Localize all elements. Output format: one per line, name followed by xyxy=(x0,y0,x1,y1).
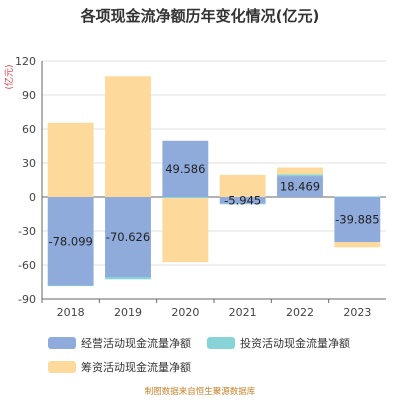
bar-2023-series-0 xyxy=(334,197,381,243)
legend-swatch xyxy=(48,337,76,349)
y-tick-label: 90 xyxy=(22,89,36,102)
bar-2020-series-1 xyxy=(162,197,209,199)
bar-2021-series-0 xyxy=(219,197,266,204)
legend-swatch xyxy=(48,361,76,373)
bar-2018-series-0 xyxy=(47,197,94,286)
bar-2022-series-1 xyxy=(277,174,323,177)
y-tick-label: 30 xyxy=(22,157,36,170)
grid-lines xyxy=(42,60,386,300)
bar-2019-series-0 xyxy=(105,197,151,278)
bar-2023-series-2 xyxy=(334,242,381,248)
bar-2020-series-0 xyxy=(162,140,209,197)
x-tick-label: 2018 xyxy=(57,306,85,319)
legend-label: 经营活动现金流量净额 xyxy=(81,336,191,350)
bar-layer xyxy=(47,76,381,287)
data-label: -5.945 xyxy=(224,193,261,207)
data-label: -78.099 xyxy=(48,234,92,248)
bar-2020-series-2 xyxy=(162,198,209,263)
x-tick-label: 2022 xyxy=(286,306,314,319)
y-tick-label: -30 xyxy=(18,225,36,238)
data-label: 18.469 xyxy=(280,180,320,194)
legend-swatch xyxy=(207,337,235,349)
data-label: -39.885 xyxy=(335,213,379,227)
data-label: 49.586 xyxy=(165,162,205,176)
legend-label: 投资活动现金流量净额 xyxy=(240,336,350,350)
legend-label: 筹资活动现金流量净额 xyxy=(81,360,191,374)
data-label: -70.626 xyxy=(106,230,150,244)
bar-2021-series-1 xyxy=(219,203,266,205)
source-note: 制图数据来自恒生聚源数据库 xyxy=(145,386,256,397)
y-axis-unit: (亿元) xyxy=(3,64,15,89)
bar-2018-series-1 xyxy=(47,285,94,287)
data-labels: -78.099 -70.626 49.586 -5.945 18.469 -39.885 xyxy=(48,162,379,248)
x-tick-label: 2019 xyxy=(114,306,142,319)
bar-2019-series-2 xyxy=(105,76,151,197)
bar-2022-series-0 xyxy=(277,176,323,197)
y-tick-label: 60 xyxy=(22,123,36,136)
bar-2023-series-1 xyxy=(334,196,381,197)
x-tick-label: 2021 xyxy=(229,306,257,319)
y-tick-label: -60 xyxy=(18,259,36,272)
y-tick-label: 0 xyxy=(29,191,36,204)
chart-title: 各项现金流净额历年变化情况(亿元) xyxy=(80,7,320,25)
bar-2019-series-1 xyxy=(105,277,151,280)
y-tick-label: -90 xyxy=(18,293,36,306)
axes: -90 -60 -30 0 30 60 90 120 2018 2019 2020 2021 2022 2… xyxy=(15,55,386,319)
x-tick-label: 2020 xyxy=(171,306,199,319)
bar-2018-series-2 xyxy=(47,122,94,197)
y-tick-label: 120 xyxy=(15,55,36,68)
bar-2022-series-2 xyxy=(277,167,323,175)
x-tick-label: 2023 xyxy=(343,306,371,319)
bar-2021-series-2 xyxy=(219,174,266,197)
